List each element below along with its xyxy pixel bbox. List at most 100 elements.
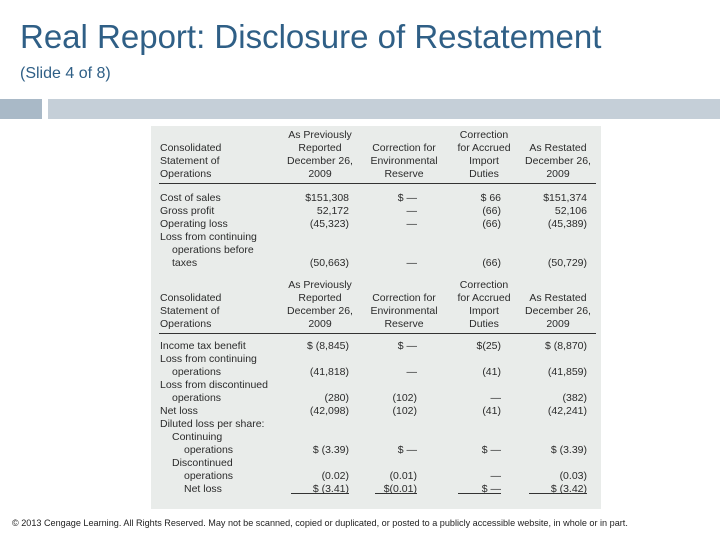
table1-cell-env: — (406, 205, 418, 217)
table2-cell-duty: (41) (482, 405, 501, 417)
table2-header-duty: Import (469, 305, 499, 317)
table1-row-label: operations before (172, 244, 254, 256)
table2-header-prev: As Previously (288, 279, 352, 291)
table1-cell-env: $ — (397, 192, 417, 204)
table1-header-rule (159, 183, 596, 184)
table2-cell-duty: — (490, 392, 502, 404)
table1-header-rest: As Restated (529, 142, 587, 154)
table2-cell-prev: $ (3.39) (312, 444, 349, 456)
table1-header-prev: 2009 (308, 168, 332, 180)
table2-header-prev: 2009 (308, 318, 332, 330)
table2-row-label: Diluted loss per share: (160, 418, 265, 430)
table2-row-label: Discontinued (172, 457, 233, 469)
table2-cell-rest: $ (8,870) (544, 340, 587, 352)
table1-cell-prev: (45,323) (309, 218, 349, 230)
table1-row-label: taxes (172, 257, 198, 269)
table1-header-prev: December 26, (287, 155, 353, 167)
table2-cell-prev: (0.02) (321, 470, 349, 482)
table2-total-rule-env (375, 493, 417, 494)
table2-header-label: Operations (160, 318, 212, 330)
table1-header-label: Statement of (160, 155, 220, 167)
table2-header-duty: Duties (469, 318, 499, 330)
table2-header-env: Correction for (372, 292, 436, 304)
table1-cell-prev: $151,308 (305, 192, 349, 204)
table2-row-label: operations (172, 366, 222, 378)
table2-cell-env: — (406, 366, 418, 378)
table2-row-label: Loss from continuing (160, 353, 257, 365)
table2-total-rule-prev (291, 493, 349, 494)
table1-cell-duty: (66) (482, 205, 501, 217)
slide-subtitle: (Slide 4 of 8) (20, 65, 111, 82)
table1-cell-rest: (45,389) (547, 218, 587, 230)
table2-total-rule-duty (458, 493, 501, 494)
table2-cell-prev: $ (8,845) (306, 340, 349, 352)
table2-cell-rest: (41,859) (547, 366, 587, 378)
slide-title: Real Report: Disclosure of Restatement (20, 18, 602, 55)
table2-cell-duty: — (490, 470, 502, 482)
table2-row-label: Net loss (160, 405, 198, 417)
table2-cell-env: (0.01) (389, 470, 417, 482)
table1-cell-env: — (406, 257, 418, 269)
table2-header-prev: Reported (298, 292, 342, 304)
copyright-footer: © 2013 Cengage Learning. All Rights Rese… (12, 518, 628, 528)
table1-header-duty: for Accrued (457, 142, 511, 154)
table2-header-prev: December 26, (287, 305, 353, 317)
table1-header-rest: December 26, (525, 155, 591, 167)
table2-cell-env: (102) (392, 405, 417, 417)
table2-header-rest: 2009 (546, 318, 570, 330)
table2-cell-prev: (42,098) (309, 405, 349, 417)
table2-row-label: Continuing (172, 431, 223, 443)
table2-header-label: Consolidated (160, 292, 222, 304)
table2-cell-duty: $ — (481, 483, 501, 495)
table2-cell-prev: (41,818) (309, 366, 349, 378)
table2-row-label: Net loss (184, 483, 222, 495)
table2-cell-rest: (0.03) (559, 470, 587, 482)
table1-header-prev: As Previously (288, 129, 352, 141)
table2-header-duty: Correction (459, 279, 509, 291)
table1-cell-prev: 52,172 (316, 205, 349, 217)
table1-cell-duty: (66) (482, 218, 501, 230)
table2-header-rule (159, 333, 596, 334)
table1-cell-rest: 52,106 (554, 205, 587, 217)
table2-cell-env: $ — (397, 444, 417, 456)
table2-cell-env: $ — (397, 340, 417, 352)
table2-header-rest: December 26, (525, 305, 591, 317)
table1-header-duty: Import (469, 155, 499, 167)
table2-cell-duty: (41) (482, 366, 501, 378)
table1-header-label: Operations (160, 168, 212, 180)
table2-cell-rest: $ (3.39) (550, 444, 587, 456)
table2-cell-env: $(0.01) (383, 483, 417, 495)
table1-header-env: Correction for (372, 142, 436, 154)
table2-header-duty: for Accrued (457, 292, 511, 304)
table2-row-label: Loss from discontinued (160, 379, 268, 391)
table2-cell-rest: (42,241) (547, 405, 587, 417)
table1-cell-duty: $ 66 (480, 192, 501, 204)
table2-header-env: Environmental (370, 305, 438, 317)
table1-header-env: Reserve (384, 168, 424, 180)
table1-header-rest: 2009 (546, 168, 570, 180)
table1-cell-duty: (66) (482, 257, 501, 269)
table1-row-label: Gross profit (160, 205, 215, 217)
table1-row-label: Loss from continuing (160, 231, 257, 243)
table1-cell-rest: $151,374 (543, 192, 587, 204)
table2-row-label: operations (184, 470, 234, 482)
table2-row-label: operations (172, 392, 222, 404)
title-rule-bar (48, 99, 720, 119)
scanned-restatement-table: Consolidated Statement of Operations As Pre… (151, 126, 601, 509)
table1-header-duty: Duties (469, 168, 499, 180)
table1-header-duty: Correction (459, 129, 509, 141)
table1-header-env: Environmental (370, 155, 438, 167)
table1-row-label: Operating loss (160, 218, 228, 230)
table1-header-label: Consolidated (160, 142, 222, 154)
table2-total-rule-rest (529, 493, 587, 494)
table2-cell-rest: (382) (562, 392, 587, 404)
table2-header-env: Reserve (384, 318, 424, 330)
table2-header-label: Statement of (160, 305, 220, 317)
table2-cell-rest: $ (3.42) (550, 483, 587, 495)
title-rule-accent (0, 99, 42, 119)
table1-cell-env: — (406, 218, 418, 230)
table2-header-rest: As Restated (529, 292, 587, 304)
table2-cell-duty: $(25) (476, 340, 501, 352)
table1-cell-rest: (50,729) (547, 257, 587, 269)
table1-header-prev: Reported (298, 142, 342, 154)
